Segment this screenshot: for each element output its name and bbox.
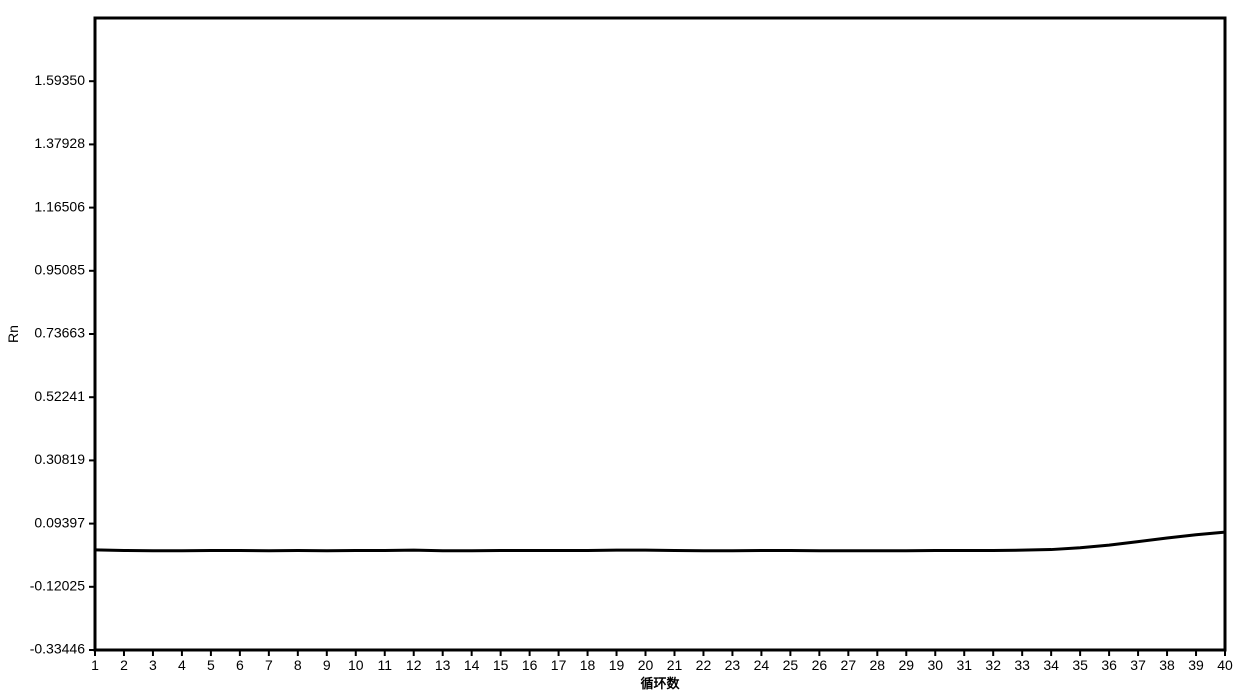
y-tick-label: 0.52241 xyxy=(34,388,85,404)
x-tick-label: 40 xyxy=(1217,657,1233,673)
y-tick-label: -0.12025 xyxy=(30,578,85,594)
x-tick-label: 7 xyxy=(265,657,273,673)
x-tick-label: 13 xyxy=(435,657,451,673)
x-tick-label: 18 xyxy=(580,657,596,673)
x-tick-label: 38 xyxy=(1159,657,1175,673)
x-tick-label: 25 xyxy=(783,657,799,673)
x-tick-label: 5 xyxy=(207,657,215,673)
x-tick-label: 34 xyxy=(1043,657,1059,673)
x-tick-label: 4 xyxy=(178,657,186,673)
y-tick-label: 1.37928 xyxy=(34,135,85,151)
y-tick-label: -0.33446 xyxy=(30,641,85,657)
x-tick-label: 8 xyxy=(294,657,302,673)
x-tick-label: 9 xyxy=(323,657,331,673)
y-axis-title: Rn xyxy=(5,325,21,343)
x-tick-label: 11 xyxy=(377,657,392,673)
x-tick-label: 26 xyxy=(812,657,828,673)
x-tick-label: 39 xyxy=(1188,657,1204,673)
x-tick-label: 14 xyxy=(464,657,480,673)
x-tick-label: 3 xyxy=(149,657,157,673)
x-tick-label: 33 xyxy=(1014,657,1030,673)
line-chart: -0.33446 -0.12025 0.09397 0.30819 0.52241 0.7… xyxy=(0,0,1240,698)
x-axis-title: 循环数 xyxy=(640,676,680,691)
y-tick-label: 1.59350 xyxy=(34,72,85,88)
x-tick-label: 35 xyxy=(1072,657,1088,673)
y-tick-label: 0.95085 xyxy=(34,262,85,278)
x-tick-label: 32 xyxy=(985,657,1001,673)
x-tick-label: 2 xyxy=(120,657,128,673)
y-tick-label: 0.09397 xyxy=(34,514,85,530)
y-tick-label: 1.16506 xyxy=(34,198,85,214)
x-tick-label: 1 xyxy=(91,657,99,673)
x-tick-label: 17 xyxy=(551,657,567,673)
x-tick-label: 36 xyxy=(1101,657,1117,673)
x-tick-label: 19 xyxy=(609,657,625,673)
x-tick-label: 22 xyxy=(696,657,712,673)
x-tick-label: 23 xyxy=(725,657,741,673)
chart-container: -0.33446 -0.12025 0.09397 0.30819 0.52241 0.7… xyxy=(0,0,1240,698)
x-tick-label: 29 xyxy=(898,657,914,673)
x-tick-label: 28 xyxy=(870,657,886,673)
x-tick-label: 15 xyxy=(493,657,509,673)
x-tick-label: 16 xyxy=(522,657,538,673)
x-tick-label: 37 xyxy=(1130,657,1146,673)
y-tick-label: 0.30819 xyxy=(34,451,85,467)
x-tick-label: 21 xyxy=(667,657,683,673)
x-tick-label: 24 xyxy=(754,657,770,673)
x-tick-label: 12 xyxy=(406,657,422,673)
x-tick-label: 30 xyxy=(927,657,943,673)
y-tick-label: 0.73663 xyxy=(34,325,85,341)
x-tick-label: 31 xyxy=(956,657,972,673)
x-tick-label: 10 xyxy=(348,657,364,673)
x-tick-label: 27 xyxy=(841,657,857,673)
x-tick-label: 20 xyxy=(638,657,654,673)
x-tick-label: 6 xyxy=(236,657,244,673)
